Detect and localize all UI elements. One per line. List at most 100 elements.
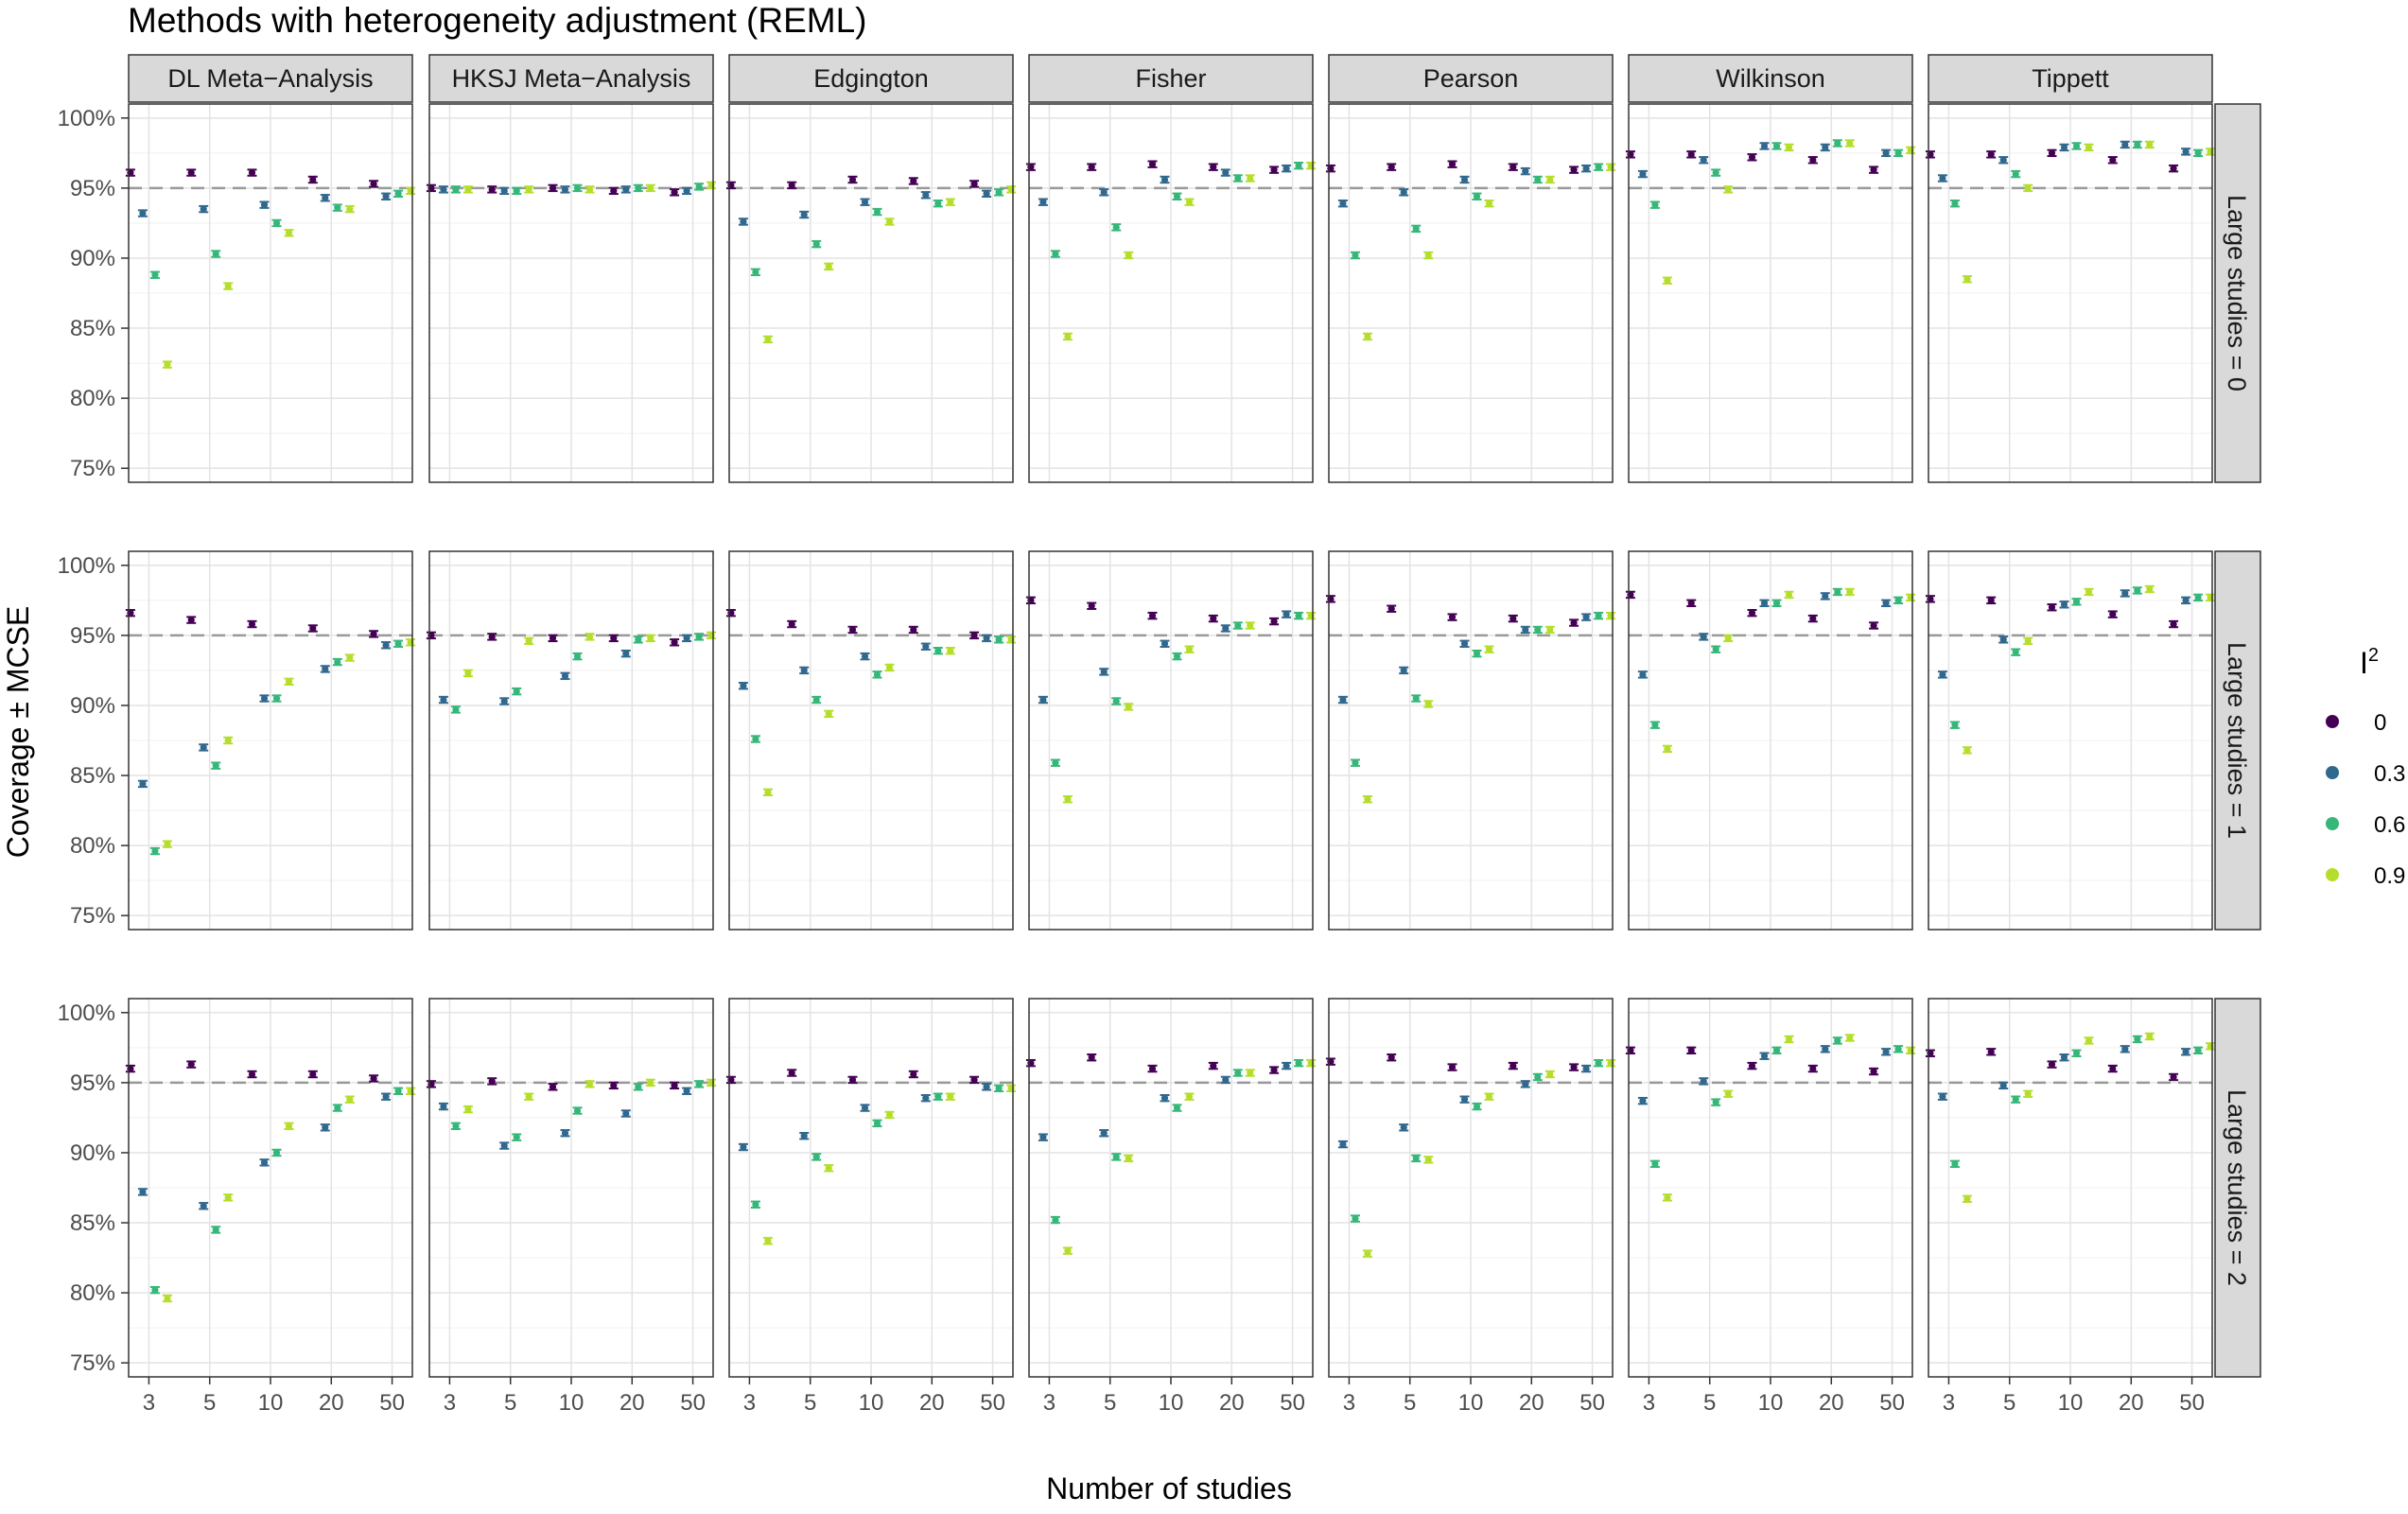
coverage-point — [1998, 1081, 2009, 1090]
coverage-point — [524, 636, 534, 646]
coverage-point — [1711, 168, 1721, 177]
panel-border — [428, 103, 714, 483]
y-tick-label: 85% — [70, 763, 115, 789]
coverage-point — [1459, 639, 1470, 648]
x-axis-title: Number of studies — [1046, 1471, 1292, 1505]
legend-key — [2326, 715, 2339, 728]
panel-border — [1628, 103, 1913, 483]
coverage-point — [1484, 645, 1494, 653]
coverage-point — [994, 635, 1004, 644]
coverage-point — [799, 210, 810, 219]
coverage-point — [1325, 164, 1335, 173]
coverage-point — [406, 1087, 416, 1095]
facet-panel — [725, 998, 1017, 1378]
coverage-point — [1820, 1045, 1830, 1053]
coverage-point — [438, 1102, 448, 1111]
x-tick-label: 50 — [379, 1390, 405, 1416]
coverage-point — [1172, 192, 1182, 200]
coverage-point — [585, 1080, 595, 1088]
coverage-point — [426, 183, 436, 193]
coverage-point — [608, 186, 619, 196]
coverage-point — [271, 218, 282, 228]
coverage-point — [1038, 1133, 1048, 1141]
coverage-point — [512, 687, 522, 696]
coverage-point — [2071, 598, 2082, 606]
coverage-point — [186, 168, 197, 177]
coverage-point — [1569, 618, 1579, 627]
coverage-point — [344, 204, 355, 214]
coverage-point — [1544, 625, 1555, 635]
coverage-point — [211, 1226, 221, 1234]
method-strip-label: Tippett — [2032, 64, 2109, 93]
coverage-point — [1350, 1214, 1360, 1223]
facet-panel — [1925, 998, 2216, 1378]
coverage-point — [799, 1131, 810, 1140]
coverage-point — [847, 625, 858, 635]
coverage-point — [1220, 1075, 1230, 1085]
coverage-point — [247, 168, 257, 177]
coverage-point — [1387, 1053, 1397, 1062]
coverage-point — [381, 1092, 392, 1101]
coverage-point — [487, 185, 497, 194]
method-strip-label: Wilkinson — [1716, 64, 1825, 93]
coverage-point — [2120, 1045, 2130, 1053]
coverage-point — [149, 1285, 160, 1295]
coverage-point — [1569, 1063, 1579, 1071]
coverage-point — [125, 608, 135, 618]
coverage-point — [1844, 1034, 1855, 1042]
coverage-point — [982, 634, 992, 643]
coverage-point — [1581, 1064, 1592, 1073]
legend-title-superscript: 2 — [2368, 645, 2379, 666]
coverage-point — [1362, 332, 1372, 341]
coverage-point — [572, 1106, 583, 1115]
coverage-point — [1532, 175, 1543, 184]
coverage-point — [1147, 160, 1158, 168]
coverage-point — [2144, 140, 2155, 149]
coverage-point — [1447, 613, 1457, 621]
coverage-point — [645, 634, 655, 643]
coverage-point — [1581, 164, 1592, 173]
coverage-point — [799, 666, 810, 675]
coverage-point — [2206, 1042, 2216, 1051]
coverage-point — [271, 694, 282, 703]
coverage-point — [1893, 1045, 1904, 1053]
panel-border — [728, 103, 1014, 483]
coverage-point — [1399, 188, 1409, 197]
coverage-point — [1220, 168, 1230, 177]
coverage-point — [247, 619, 257, 629]
coverage-point — [1747, 153, 1757, 162]
coverage-point — [560, 671, 570, 681]
facet-panel — [725, 550, 1017, 931]
coverage-point — [450, 185, 461, 194]
x-tick-label: 50 — [1879, 1390, 1905, 1416]
coverage-point — [750, 1200, 760, 1209]
coverage-point — [284, 1122, 294, 1131]
coverage-point — [1337, 1140, 1348, 1149]
coverage-point — [2011, 1095, 2021, 1104]
coverage-point — [1508, 163, 1518, 171]
facet-panel — [426, 550, 717, 931]
legend-title: I2 — [2360, 645, 2379, 680]
coverage-point — [1282, 1061, 1292, 1070]
coverage-point — [259, 1158, 270, 1167]
panel-border — [1328, 103, 1614, 483]
coverage-point — [908, 1070, 918, 1079]
coverage-point — [450, 1122, 461, 1131]
coverage-point — [1649, 200, 1660, 209]
coverage-point — [1172, 652, 1182, 661]
coverage-point — [1350, 251, 1360, 260]
coverage-point — [645, 1078, 655, 1088]
coverage-point — [608, 634, 619, 643]
coverage-point — [920, 1093, 931, 1103]
facet-panel — [1325, 998, 1616, 1378]
coverage-point — [860, 198, 870, 206]
coverage-point — [2071, 142, 2082, 150]
coverage-point — [524, 185, 534, 194]
coverage-point — [1350, 758, 1360, 767]
coverage-point — [1111, 1153, 1122, 1161]
x-tick-label: 10 — [2058, 1390, 2084, 1416]
coverage-point — [548, 183, 558, 193]
coverage-point — [982, 189, 992, 199]
y-tick-label: 100% — [58, 106, 115, 131]
coverage-point — [872, 1119, 882, 1128]
